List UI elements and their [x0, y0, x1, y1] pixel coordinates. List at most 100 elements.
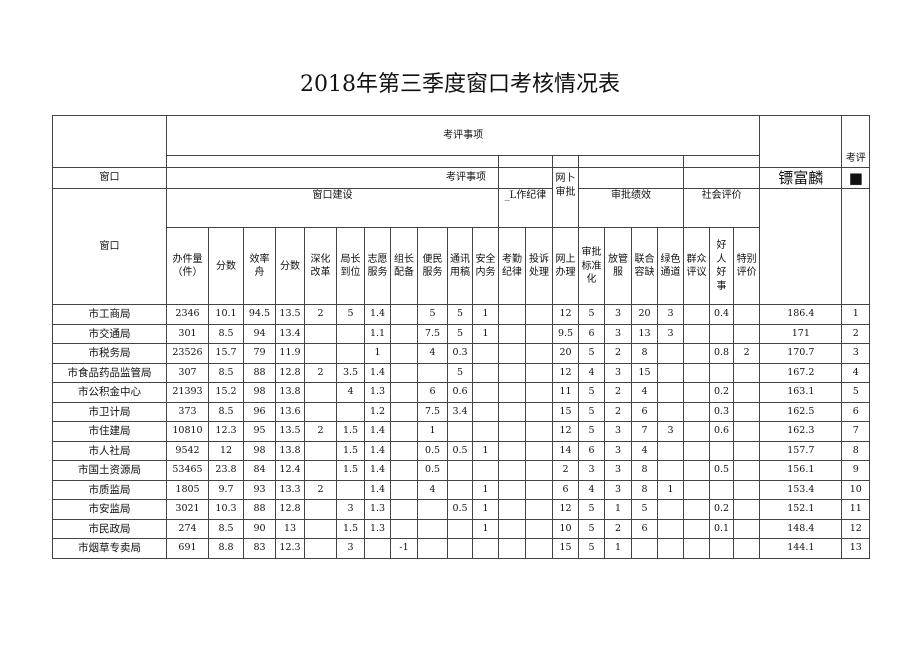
- score-cell: 1.5: [336, 460, 365, 481]
- score-cell: 23.8: [208, 460, 244, 481]
- score-cell: 8.8: [208, 538, 244, 559]
- total-score: 156.1: [759, 460, 843, 481]
- score-cell: 2: [604, 401, 632, 423]
- score-cell: [472, 343, 499, 364]
- score-cell: 3: [336, 538, 365, 559]
- score-cell: 5: [447, 323, 473, 345]
- score-cell: 5: [578, 518, 605, 540]
- rank: 13: [841, 538, 871, 559]
- total-score: 162.5: [759, 401, 843, 423]
- score-cell: [732, 421, 761, 442]
- score-cell: 12.3: [275, 538, 305, 559]
- score-cell: 5: [447, 362, 473, 384]
- score-cell: [732, 440, 761, 462]
- column-header: 好人好事: [709, 227, 734, 306]
- window-name: 市国土资源局: [52, 460, 167, 481]
- score-cell: 0.6: [709, 421, 734, 442]
- score-cell: [683, 499, 710, 520]
- score-cell: [336, 323, 365, 345]
- score-cell: [498, 304, 526, 325]
- score-cell: [390, 362, 418, 384]
- score-cell: 4: [631, 382, 658, 403]
- score-cell: [417, 499, 448, 520]
- score-cell: [631, 538, 658, 559]
- score-cell: 1: [472, 304, 499, 325]
- eval-short-header: 考评: [841, 115, 871, 168]
- score-cell: [525, 401, 553, 423]
- score-cell: 20: [631, 304, 658, 325]
- score-cell: [472, 382, 499, 403]
- score-cell: 4: [631, 440, 658, 462]
- score-cell: [732, 401, 761, 423]
- eval-items-label: 考评事项: [166, 166, 499, 190]
- score-cell: 13.3: [275, 479, 305, 501]
- group-approval-performance: 审批绩效: [578, 188, 684, 229]
- score-cell: 1.4: [364, 304, 391, 325]
- score-cell: [390, 323, 418, 345]
- score-cell: [732, 323, 761, 345]
- score-cell: [657, 499, 684, 520]
- score-cell: [417, 518, 448, 540]
- score-cell: 0.6: [447, 382, 473, 403]
- score-cell: 4: [578, 479, 605, 501]
- score-cell: 13.4: [275, 323, 305, 345]
- rank: 7: [841, 421, 871, 442]
- total-score: 162.3: [759, 421, 843, 442]
- score-cell: 6: [631, 518, 658, 540]
- score-cell: 3: [604, 304, 632, 325]
- score-cell: 0.3: [447, 343, 473, 364]
- score-cell: 5: [578, 304, 605, 325]
- score-cell: [498, 440, 526, 462]
- total-score: 186.4: [759, 304, 843, 325]
- score-cell: 8: [631, 479, 658, 501]
- score-cell: 4: [578, 362, 605, 384]
- score-cell: 13.8: [275, 440, 305, 462]
- score-cell: [683, 460, 710, 481]
- score-cell: [525, 421, 553, 442]
- score-cell: [732, 382, 761, 403]
- score-cell: [683, 421, 710, 442]
- blank-cell: [682, 155, 761, 168]
- score-cell: [525, 499, 553, 520]
- score-cell: [498, 323, 526, 345]
- score-cell: [498, 460, 526, 481]
- score-cell: [472, 401, 499, 423]
- score-cell: 2: [304, 421, 337, 442]
- score-cell: 90: [243, 518, 276, 540]
- score-cell: 3.5: [336, 362, 365, 384]
- score-cell: [336, 343, 365, 364]
- score-cell: 53465: [166, 460, 209, 481]
- score-cell: [732, 479, 761, 501]
- score-cell: [683, 382, 710, 403]
- score-cell: 3: [604, 323, 632, 345]
- score-cell: 3: [604, 362, 632, 384]
- score-cell: [498, 343, 526, 364]
- score-cell: 15: [631, 362, 658, 384]
- score-cell: 5: [578, 499, 605, 520]
- score-cell: 1: [472, 479, 499, 501]
- rank: 8: [841, 440, 871, 462]
- table-row: 市国土资源局 53465 23.8 84 12.4 1.5 1.4 0.5 2 3 3 8 0.5 156…: [52, 460, 871, 481]
- blank-cell: [578, 155, 684, 168]
- score-cell: 10.1: [208, 304, 244, 325]
- score-cell: [683, 440, 710, 462]
- rank: 6: [841, 401, 871, 423]
- column-header: 志愿服务: [364, 227, 391, 306]
- score-cell: 1.4: [364, 440, 391, 462]
- score-cell: 1: [417, 421, 448, 442]
- score-cell: [390, 460, 418, 481]
- score-cell: [498, 538, 526, 559]
- window-name: 市烟草专卖局: [52, 538, 167, 559]
- table-row: 市质监局 1805 9.7 93 13.3 2 1.4 4 1 6 4 3 8 1 153.4 10: [52, 479, 871, 501]
- score-cell: [390, 479, 418, 501]
- score-cell: 1: [364, 343, 391, 364]
- score-cell: 6: [578, 323, 605, 345]
- window-name: 市卫计局: [52, 401, 167, 423]
- score-cell: [304, 440, 337, 462]
- score-cell: [732, 499, 761, 520]
- score-cell: [657, 518, 684, 540]
- table-row: 市税务局 23526 15.7 79 11.9 1 4 0.3 20 5 2 8 0.8 2 170.7 3: [52, 343, 871, 364]
- score-cell: 691: [166, 538, 209, 559]
- group-social-evaluation: 社会评价: [682, 188, 761, 229]
- score-cell: 98: [243, 382, 276, 403]
